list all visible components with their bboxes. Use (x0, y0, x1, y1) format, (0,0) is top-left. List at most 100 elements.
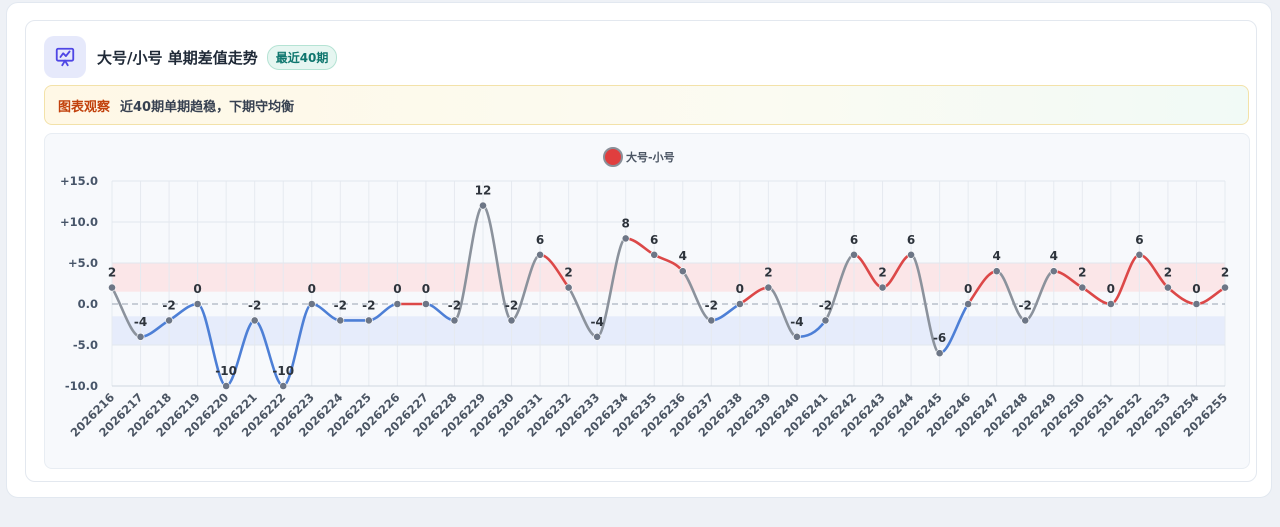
data-point[interactable] (707, 316, 716, 325)
data-label: 2 (564, 266, 572, 280)
data-point[interactable] (450, 316, 459, 325)
series-segment (595, 237, 627, 339)
data-label: 6 (850, 233, 858, 247)
insight-tag: 图表观察 (58, 99, 111, 115)
data-point[interactable] (136, 332, 145, 341)
data-label: 2 (1078, 266, 1086, 280)
data-point[interactable] (1135, 250, 1144, 259)
data-label: -2 (334, 298, 347, 312)
data-label: 12 (475, 184, 492, 198)
chart-legend[interactable]: 大号-小号 (603, 147, 675, 167)
data-label: -10 (215, 364, 237, 378)
page-title: 大号/小号 单期差值走势 (97, 48, 258, 67)
series-segment (196, 302, 228, 388)
data-point[interactable] (279, 382, 288, 390)
data-point[interactable] (650, 250, 659, 259)
data-label: 2 (1164, 266, 1172, 280)
legend-swatch (603, 147, 623, 167)
series-segment (453, 204, 485, 322)
chart-panel: 大号/小号 单期差值走势 最近40期 图表观察 近40期单期趋稳，下期守均衡 +… (25, 20, 1257, 482)
data-point[interactable] (1106, 300, 1115, 308)
data-label: -2 (705, 298, 718, 312)
data-label: -4 (134, 315, 147, 329)
data-point[interactable] (678, 267, 687, 276)
y-tick-label: -5.0 (73, 338, 98, 352)
data-point[interactable] (108, 283, 116, 292)
data-point[interactable] (193, 300, 202, 308)
data-point[interactable] (536, 250, 544, 259)
data-point[interactable] (393, 300, 402, 308)
data-point[interactable] (735, 300, 744, 308)
data-point[interactable] (1078, 283, 1087, 292)
data-label: 0 (422, 282, 430, 296)
legend-label: 大号-小号 (626, 151, 675, 164)
data-label: 0 (308, 282, 316, 296)
data-label: 2 (764, 266, 772, 280)
presentation-chart-icon (44, 36, 86, 78)
data-point[interactable] (479, 201, 487, 210)
data-point[interactable] (764, 283, 773, 292)
data-label: 0 (1107, 282, 1115, 296)
data-label: -10 (272, 364, 294, 378)
data-label: 6 (536, 233, 544, 247)
data-label: 0 (1192, 282, 1200, 296)
data-point[interactable] (1049, 267, 1058, 276)
data-point[interactable] (1164, 283, 1172, 292)
chart-area: +15.0 +10.0 +5.0 0.0 -5.0 -10.0 2 -4 -2 0 -10 -2 -10… (44, 133, 1250, 469)
data-point[interactable] (364, 316, 373, 325)
band-down (112, 316, 1225, 345)
data-label: -4 (790, 315, 803, 329)
data-label: -2 (362, 298, 375, 312)
data-label: 6 (907, 233, 915, 247)
data-label: 0 (393, 282, 401, 296)
data-point[interactable] (250, 316, 259, 325)
data-point[interactable] (907, 250, 915, 259)
data-point[interactable] (336, 316, 345, 325)
data-point[interactable] (821, 316, 830, 325)
data-point[interactable] (850, 250, 858, 259)
data-point[interactable] (593, 332, 602, 341)
data-point[interactable] (1221, 283, 1229, 292)
y-tick-label: +5.0 (68, 256, 98, 270)
data-point[interactable] (621, 234, 630, 243)
data-point[interactable] (935, 349, 944, 358)
line-chart: +15.0 +10.0 +5.0 0.0 -5.0 -10.0 2 -4 -2 0 -10 -2 -10… (60, 174, 1230, 440)
data-point[interactable] (222, 382, 231, 390)
data-label: -2 (1019, 298, 1032, 312)
data-point[interactable] (507, 316, 516, 325)
series-segment (481, 204, 513, 322)
insight-text: 近40期单期趋稳，下期守均衡 (120, 99, 295, 115)
data-point[interactable] (564, 283, 573, 292)
panel-header: 大号/小号 单期差值走势 最近40期 (44, 35, 338, 79)
data-label: 6 (650, 233, 658, 247)
data-label: -2 (448, 298, 461, 312)
series-segment (281, 302, 314, 388)
page-card: 大号/小号 单期差值走势 最近40期 图表观察 近40期单期趋稳，下期守均衡 +… (6, 2, 1272, 498)
data-point[interactable] (1021, 316, 1030, 325)
data-label: 4 (993, 249, 1001, 263)
data-point[interactable] (422, 300, 430, 308)
y-tick-label: +15.0 (60, 174, 98, 188)
data-label: -2 (819, 298, 832, 312)
data-label: 6 (1135, 233, 1143, 247)
data-label: 4 (1050, 249, 1058, 263)
data-label: 2 (1221, 266, 1229, 280)
y-tick-label: +10.0 (60, 215, 98, 229)
y-tick-label: -10.0 (65, 379, 98, 393)
data-label: 0 (193, 282, 201, 296)
data-point[interactable] (1192, 300, 1201, 308)
y-tick-label: 0.0 (78, 297, 98, 311)
data-point[interactable] (878, 283, 887, 292)
data-point[interactable] (165, 316, 173, 325)
data-label: 4 (679, 249, 687, 263)
data-label: -2 (248, 298, 261, 312)
data-label: 0 (736, 282, 744, 296)
data-point[interactable] (307, 300, 316, 308)
data-label: 2 (878, 266, 886, 280)
insight-banner: 图表观察 近40期单期趋稳，下期守均衡 (44, 85, 1249, 125)
data-label: 8 (622, 216, 630, 230)
data-point[interactable] (992, 267, 1001, 276)
data-point[interactable] (793, 332, 801, 341)
series-segment (909, 253, 941, 355)
data-point[interactable] (964, 300, 973, 308)
